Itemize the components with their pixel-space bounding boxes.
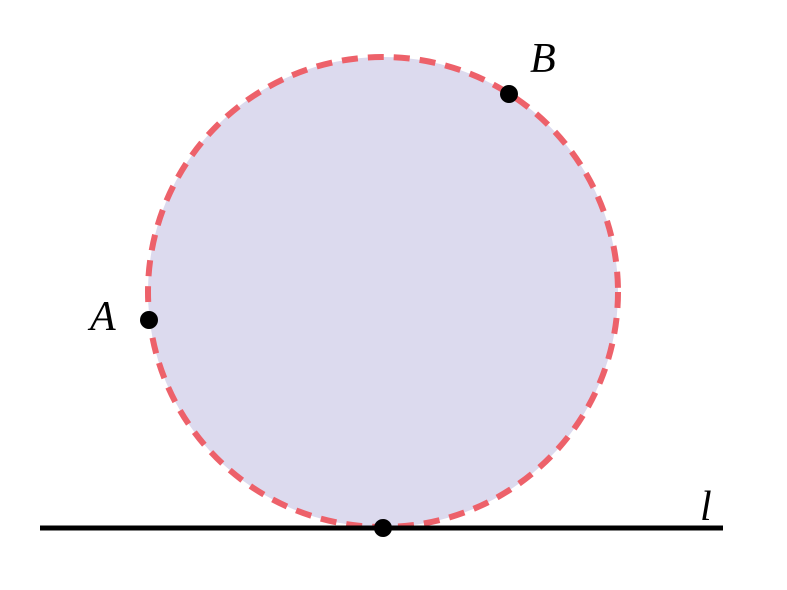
geometry-diagram: A B l xyxy=(0,0,787,590)
diagram-svg xyxy=(0,0,787,590)
point-a-label: A xyxy=(90,293,116,341)
point-b-label: B xyxy=(530,35,556,83)
line-l-label: l xyxy=(700,483,712,531)
